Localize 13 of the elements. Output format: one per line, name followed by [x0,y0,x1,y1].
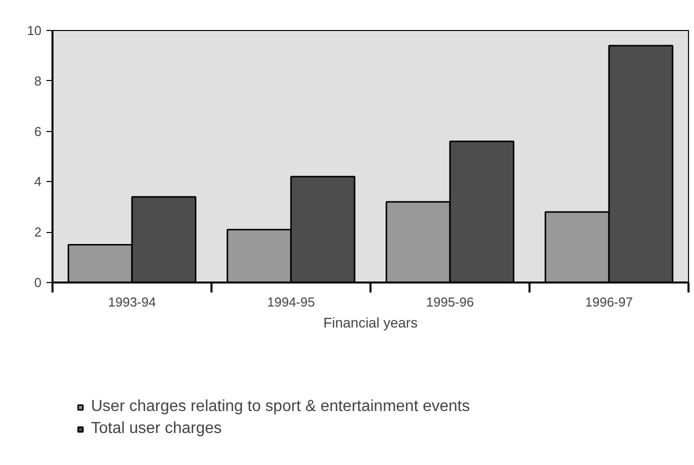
y-tick-label: 6 [34,124,42,139]
y-tick-label: 2 [34,224,42,240]
legend-label: User charges relating to sport & entertainment events [91,398,470,416]
y-tick-label: 10 [27,23,42,38]
x-tick-label: 1993-94 [108,294,156,310]
y-tick-label: 4 [34,174,42,190]
y-tick-label: 8 [34,73,42,88]
x-tick-label: 1995-96 [426,294,474,310]
legend-label: Total user charges [91,420,222,438]
x-axis-title: Financial years [323,314,418,330]
x-tick-label: 1994-95 [267,294,315,310]
x-tick-label: 1996-97 [585,294,633,310]
y-tick-label: 0 [34,275,42,290]
